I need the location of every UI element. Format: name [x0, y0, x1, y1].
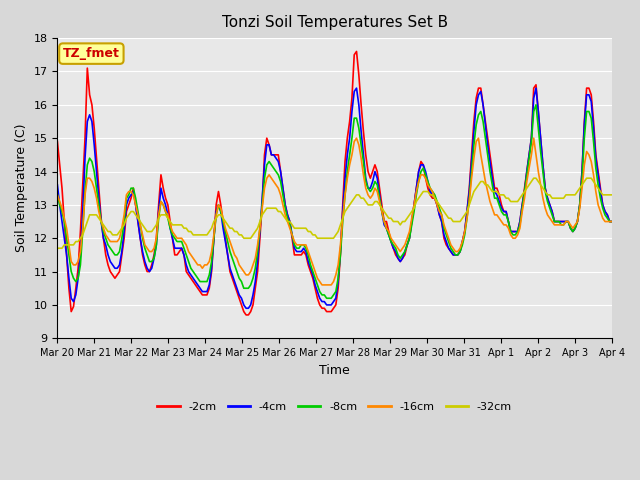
-8cm — [350, 115, 358, 121]
-16cm — [608, 219, 616, 225]
-8cm — [323, 295, 330, 301]
-16cm — [371, 185, 379, 191]
-16cm — [353, 135, 360, 141]
-8cm — [424, 179, 432, 184]
Line: -4cm: -4cm — [58, 88, 612, 308]
Y-axis label: Soil Temperature (C): Soil Temperature (C) — [15, 124, 28, 252]
-2cm — [353, 48, 360, 54]
Title: Tonzi Soil Temperatures Set B: Tonzi Soil Temperatures Set B — [221, 15, 448, 30]
-32cm — [54, 245, 61, 251]
Line: -16cm: -16cm — [58, 138, 612, 285]
-2cm — [608, 219, 616, 225]
-8cm — [54, 192, 61, 198]
-16cm — [344, 175, 351, 181]
-2cm — [54, 139, 61, 144]
-32cm — [252, 228, 259, 234]
-8cm — [369, 185, 376, 191]
-4cm — [243, 305, 250, 311]
Line: -32cm: -32cm — [58, 178, 612, 248]
-32cm — [72, 239, 79, 244]
X-axis label: Time: Time — [319, 363, 350, 376]
-16cm — [350, 139, 358, 144]
-4cm — [344, 152, 351, 158]
Line: -8cm: -8cm — [58, 105, 612, 298]
-4cm — [371, 168, 379, 174]
-16cm — [252, 255, 259, 261]
-4cm — [350, 89, 358, 95]
-32cm — [341, 209, 349, 215]
-4cm — [72, 292, 79, 298]
-2cm — [344, 135, 351, 141]
-8cm — [532, 102, 540, 108]
-4cm — [608, 219, 616, 225]
-32cm — [422, 189, 429, 194]
-32cm — [530, 175, 538, 181]
-8cm — [252, 265, 259, 271]
-16cm — [318, 282, 326, 288]
-16cm — [54, 192, 61, 198]
-16cm — [72, 262, 79, 268]
-4cm — [353, 85, 360, 91]
-8cm — [72, 279, 79, 285]
-32cm — [608, 192, 616, 198]
-2cm — [426, 192, 434, 198]
-2cm — [72, 286, 79, 291]
-32cm — [367, 202, 374, 208]
-16cm — [426, 185, 434, 191]
-32cm — [348, 199, 356, 204]
-4cm — [253, 259, 261, 264]
-2cm — [243, 312, 250, 318]
-8cm — [344, 168, 351, 174]
-8cm — [608, 219, 616, 225]
-2cm — [253, 269, 261, 275]
Text: TZ_fmet: TZ_fmet — [63, 47, 120, 60]
-2cm — [350, 52, 358, 58]
Line: -2cm: -2cm — [58, 51, 612, 315]
-2cm — [371, 162, 379, 168]
-4cm — [426, 189, 434, 194]
-4cm — [54, 182, 61, 188]
Legend: -2cm, -4cm, -8cm, -16cm, -32cm: -2cm, -4cm, -8cm, -16cm, -32cm — [153, 398, 516, 417]
